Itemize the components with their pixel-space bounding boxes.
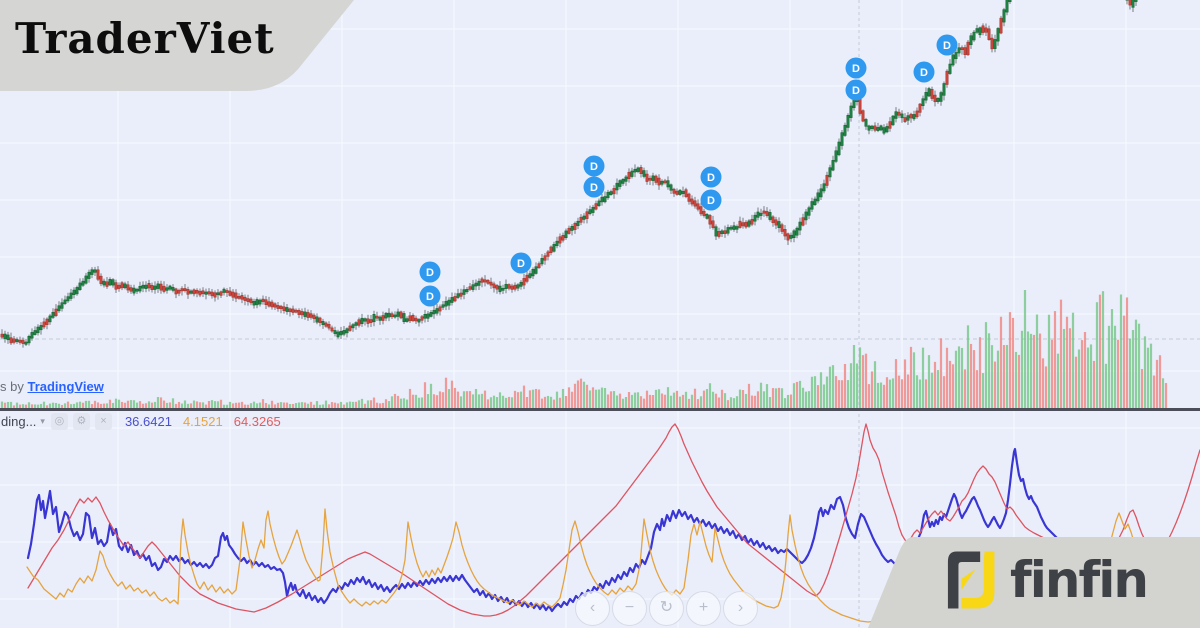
pane-separator[interactable] xyxy=(0,408,1200,411)
finfin-logo-icon xyxy=(947,551,995,609)
pan-left-button[interactable]: ‹ xyxy=(575,591,610,626)
finfin-logo-text: finfin xyxy=(1010,551,1149,609)
svg-text:D: D xyxy=(920,67,928,79)
dividend-marker[interactable]: D xyxy=(583,176,605,198)
volume-pane xyxy=(0,290,1168,408)
price-pane xyxy=(0,0,1138,348)
dividend-marker[interactable]: D xyxy=(845,57,867,79)
tradingview-link[interactable]: TradingView xyxy=(27,379,104,394)
indicator-value: 36.6421 xyxy=(124,414,172,429)
dividend-marker[interactable]: D xyxy=(913,61,935,83)
traderviet-logo: TraderViet xyxy=(15,14,275,63)
dividend-marker[interactable]: D xyxy=(936,34,958,56)
indicator-name[interactable]: ding... xyxy=(1,414,37,429)
dividend-marker[interactable]: D xyxy=(845,79,867,101)
dividend-marker[interactable]: D xyxy=(583,155,605,177)
dividend-marker[interactable]: D xyxy=(700,189,722,211)
svg-text:D: D xyxy=(590,161,598,173)
traderviet-banner: TraderViet xyxy=(0,0,380,95)
traderviet-banner-shape xyxy=(0,0,354,91)
dividend-marker[interactable]: D xyxy=(419,285,441,307)
reset-view-button[interactable]: ↻ xyxy=(649,591,684,626)
indicator-legend: ding... ▾ ◎ ⚙ × 36.6421 4.1521 64.3265 xyxy=(1,412,292,431)
svg-text:D: D xyxy=(426,291,434,303)
di-red-line xyxy=(27,423,1200,617)
attribution-prefix: s by xyxy=(0,379,28,394)
svg-text:D: D xyxy=(590,182,598,194)
eye-icon[interactable]: ◎ xyxy=(50,413,68,430)
gear-icon[interactable]: ⚙ xyxy=(72,413,90,430)
close-icon[interactable]: × xyxy=(94,413,112,430)
dividend-marker[interactable]: D xyxy=(419,261,441,283)
indicator-values: 36.6421 4.1521 64.3265 xyxy=(125,414,292,429)
chevron-down-icon[interactable]: ▾ xyxy=(40,416,45,426)
zoom-out-button[interactable]: − xyxy=(612,591,647,626)
dividend-marker[interactable]: D xyxy=(700,166,722,188)
svg-text:D: D xyxy=(707,172,715,184)
indicator-value: 4.1521 xyxy=(182,414,223,429)
pan-right-button[interactable]: › xyxy=(723,591,758,626)
svg-text:D: D xyxy=(426,267,434,279)
svg-text:D: D xyxy=(517,258,525,270)
tradingview-attribution: s by TradingView xyxy=(0,379,104,394)
zoom-in-button[interactable]: + xyxy=(686,591,721,626)
svg-text:D: D xyxy=(943,40,951,52)
chart-zoom-toolbar: ‹ − ↻ + › xyxy=(575,591,758,626)
svg-text:D: D xyxy=(707,195,715,207)
finfin-banner: finfin xyxy=(868,537,1200,628)
svg-text:D: D xyxy=(852,63,860,75)
indicator-value: 64.3265 xyxy=(233,414,281,429)
adx-blue-line xyxy=(26,447,1162,613)
svg-text:D: D xyxy=(852,85,860,97)
dividend-marker[interactable]: D xyxy=(510,252,532,274)
